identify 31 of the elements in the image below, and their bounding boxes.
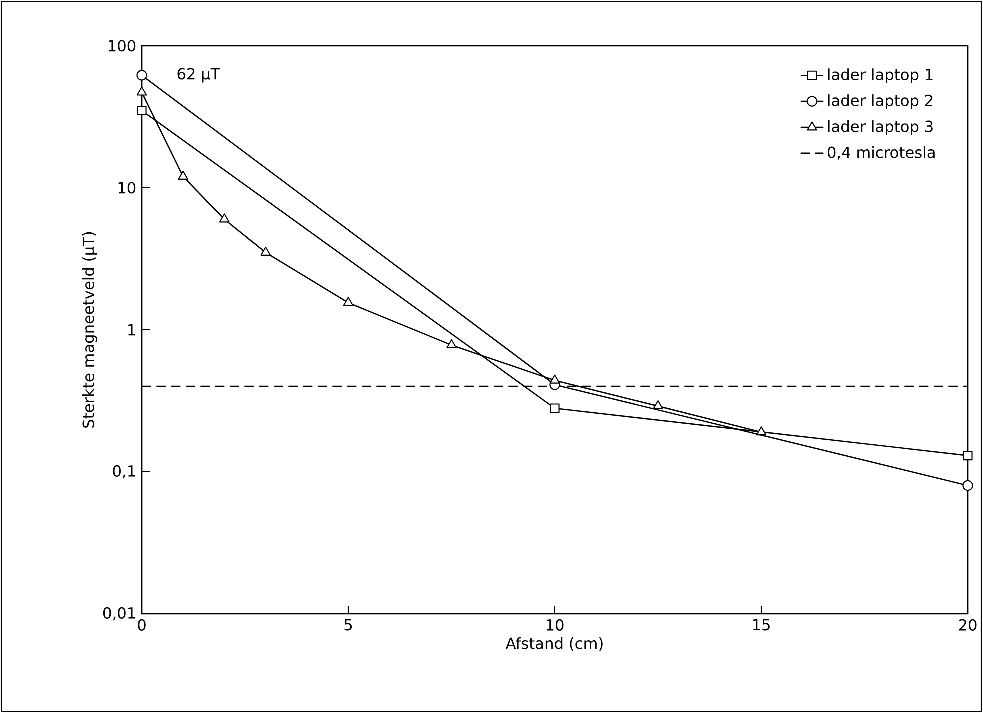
y-tick-label: 0,1 xyxy=(113,465,136,479)
x-tick-label: 5 xyxy=(344,619,352,631)
point xyxy=(219,214,230,223)
point xyxy=(756,426,767,436)
x-tick-label: 0 xyxy=(138,619,146,631)
point xyxy=(550,404,560,414)
y-tick-label: 1 xyxy=(128,324,136,336)
point xyxy=(446,339,457,349)
y-tick-label: 100 xyxy=(109,40,136,52)
x-tick-label: 20 xyxy=(959,619,977,631)
y-tick-label: 0,01 xyxy=(103,607,136,621)
x-axis-title: Afstand (cm) xyxy=(506,637,603,652)
annotation: 62 µT xyxy=(178,68,220,83)
point xyxy=(136,86,148,96)
point xyxy=(653,400,664,410)
point xyxy=(550,374,560,384)
point xyxy=(137,106,147,116)
legend-label: lader laptop 2 xyxy=(828,94,933,110)
x-tick-label: 15 xyxy=(753,619,770,631)
point xyxy=(136,70,148,81)
legend-label: 0,4 microtesla xyxy=(828,146,935,160)
y-tick-label: 10 xyxy=(118,182,136,194)
point xyxy=(178,170,188,180)
point xyxy=(962,480,974,492)
point xyxy=(260,246,272,256)
legend-label: lader laptop 3 xyxy=(828,120,933,136)
legend-label: lader laptop 1 xyxy=(828,68,933,84)
y-axis-title: Sterkte magneetveld (µT) xyxy=(82,232,98,428)
x-tick-label: 10 xyxy=(546,619,564,631)
point xyxy=(343,297,354,306)
point xyxy=(963,451,973,461)
